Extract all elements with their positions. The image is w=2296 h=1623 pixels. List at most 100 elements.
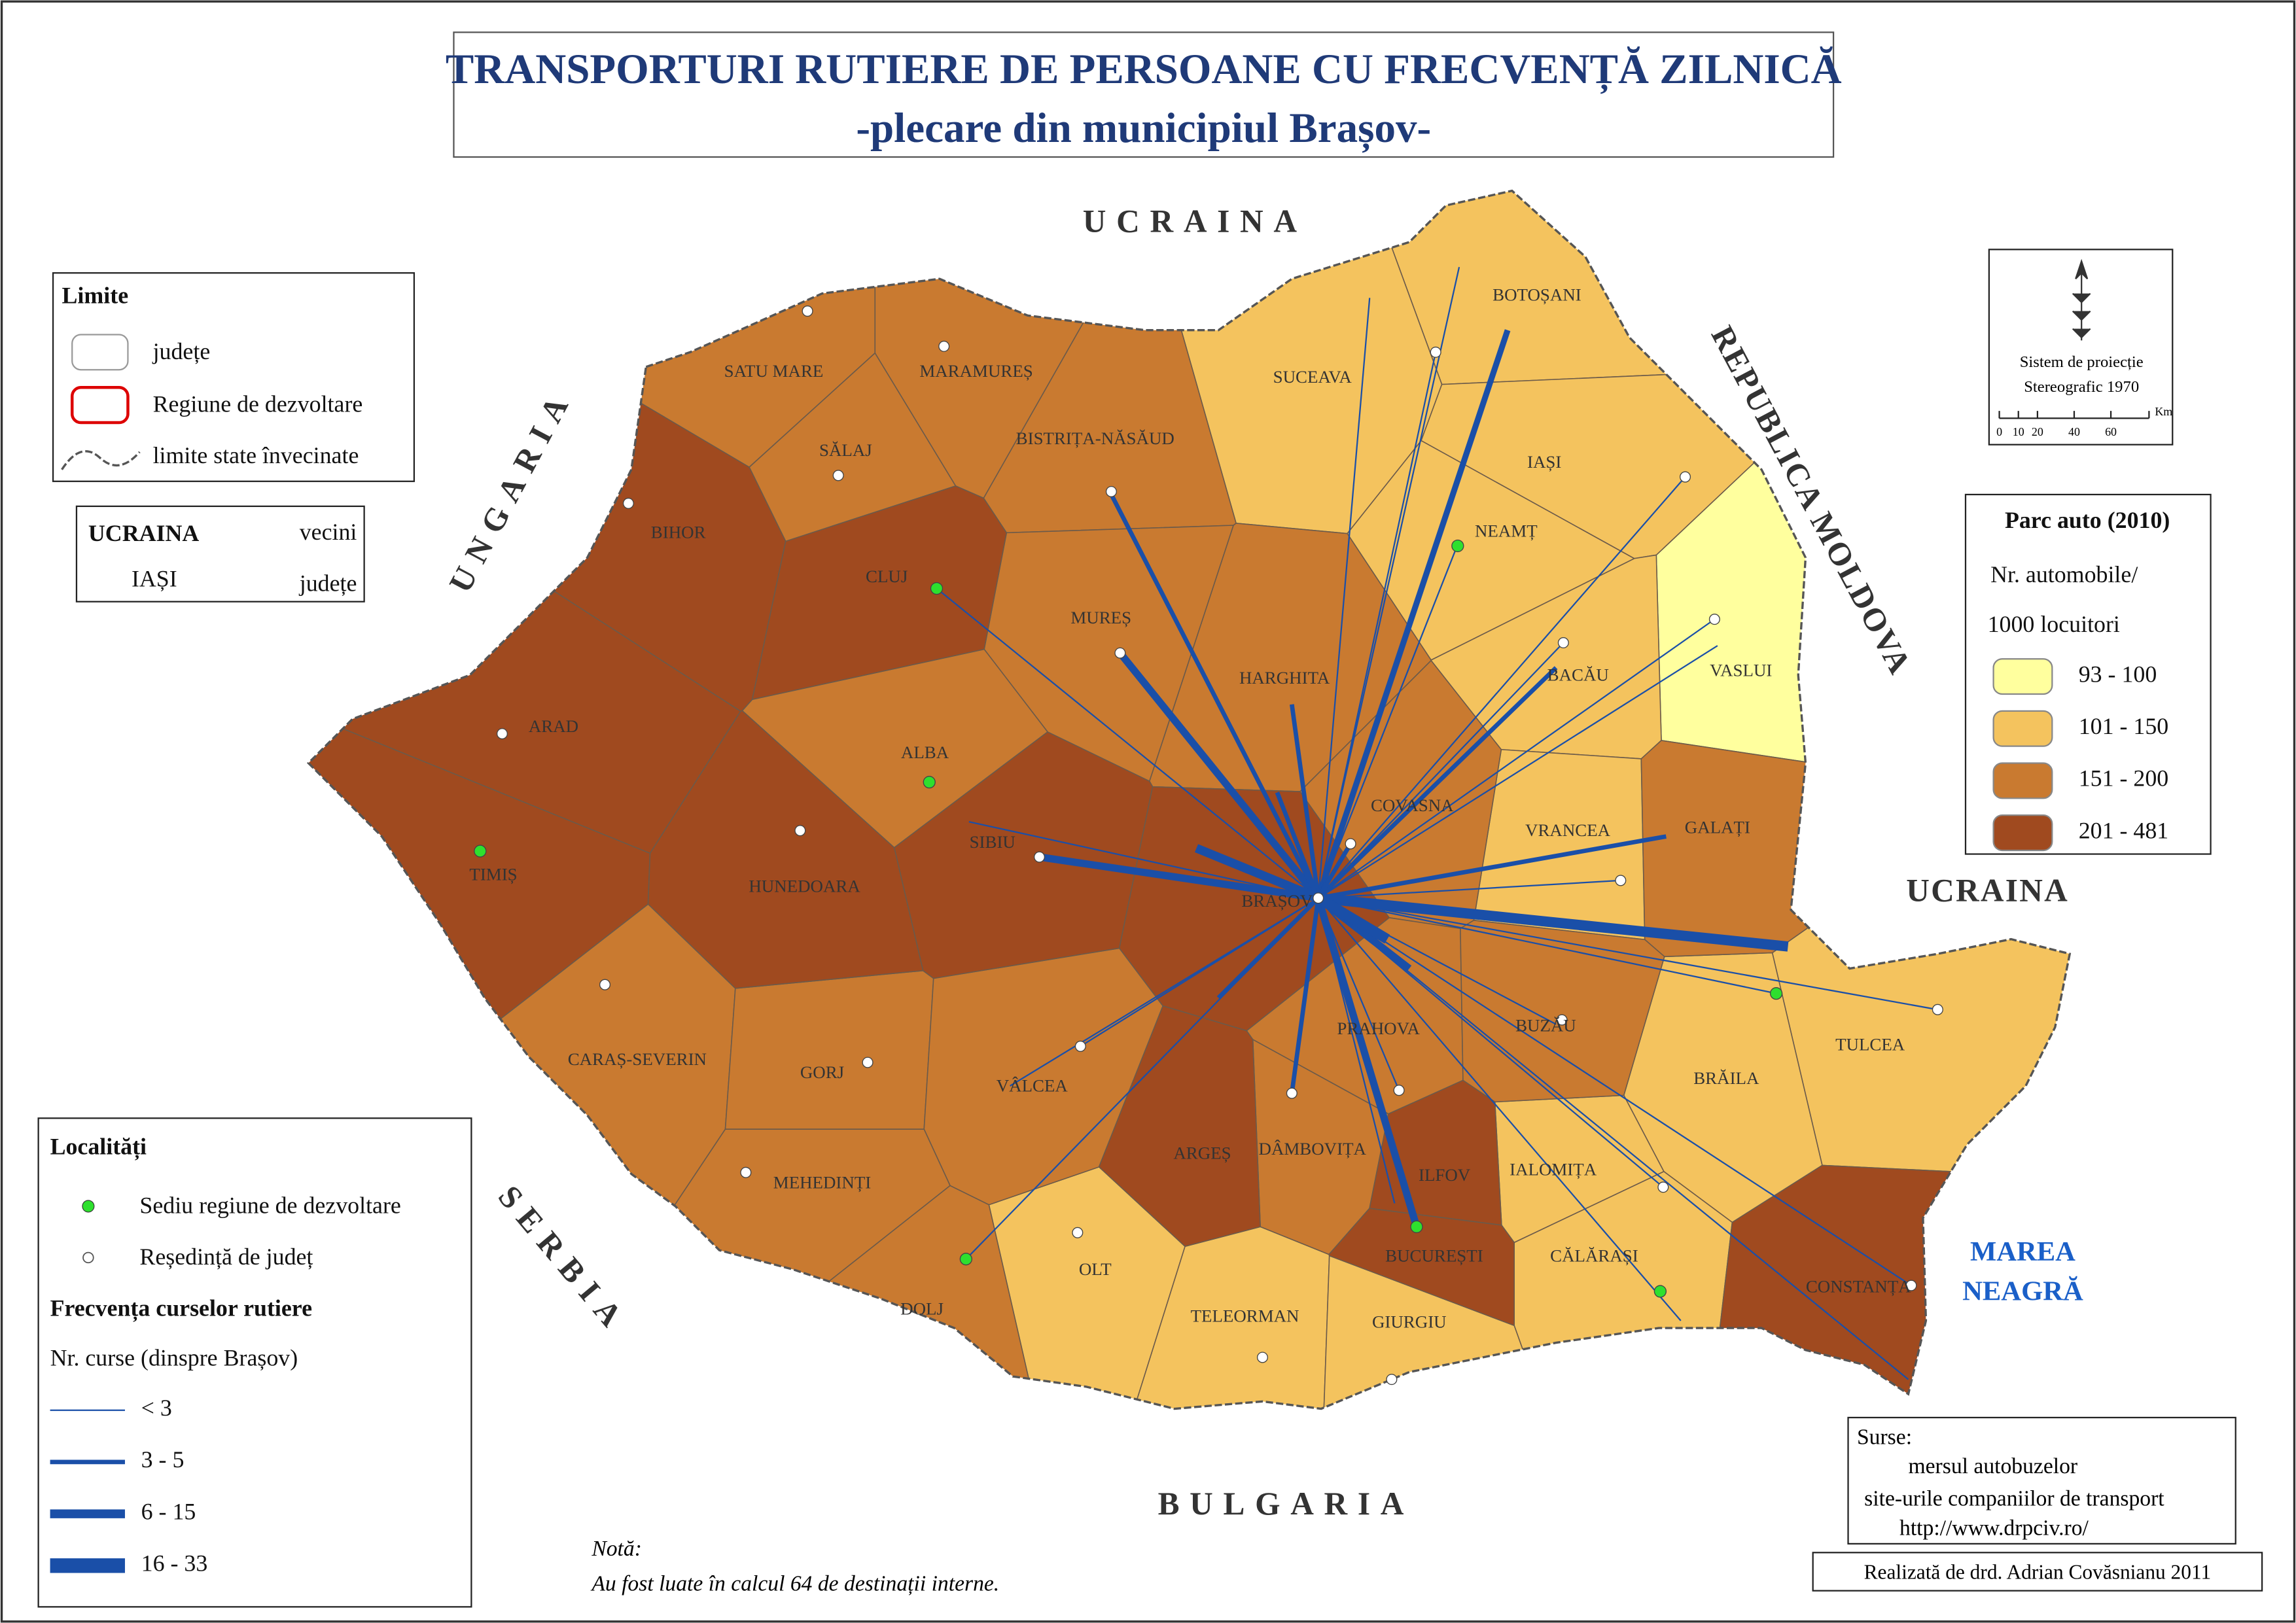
scale-label: 10 (2013, 425, 2024, 438)
regional-seat (1410, 1220, 1423, 1233)
route (1318, 879, 1621, 899)
legend-label: 93 - 100 (2079, 661, 2157, 687)
regional-seat (1769, 987, 1783, 1000)
county-label: DÂMBOVIȚA (1259, 1139, 1367, 1159)
legend-label: 6 - 15 (141, 1498, 196, 1524)
scale-bar (1998, 411, 2150, 419)
legend-label: 101 - 150 (2079, 713, 2169, 739)
county-seat (1072, 1227, 1084, 1238)
routes (936, 267, 1938, 1380)
projection-text: Sistem de proiecție (2020, 353, 2144, 371)
county-seat (1657, 1181, 1669, 1193)
county-seat (1430, 346, 1441, 358)
county-label: SĂLAJ (819, 440, 872, 460)
regional-seat (930, 582, 944, 595)
county-label: VRANCEA (1525, 820, 1611, 840)
county (1328, 1208, 1515, 1327)
route (1317, 544, 1458, 899)
legend-label: județe (152, 338, 211, 364)
county-label: NEAMȚ (1475, 521, 1538, 540)
legend-title: Localități (50, 1134, 147, 1161)
county-label: BIHOR (651, 523, 706, 542)
county (1098, 1005, 1261, 1248)
route (1318, 897, 1776, 994)
route (1290, 704, 1321, 899)
regional-seat (923, 775, 936, 789)
county-label: GIURGIU (1372, 1312, 1447, 1332)
county-label: SATU MARE (724, 361, 824, 381)
scale-label: 0 (1996, 425, 2002, 438)
county-label: COVASNA (1371, 795, 1454, 815)
county-label: PRAHOVA (1337, 1019, 1420, 1038)
county-label: DOLJ (900, 1299, 944, 1318)
route (1317, 267, 1460, 899)
legend-swatch (1992, 658, 2053, 695)
route (1317, 298, 1371, 898)
sources-text: http://www.drpciv.ro/ (1899, 1516, 2089, 1540)
county-seat (1557, 637, 1569, 649)
county-seat (496, 728, 508, 740)
note: Au fost luate în calcul 64 de destinații… (590, 1572, 999, 1596)
county-label: TELEORMAN (1191, 1306, 1299, 1326)
county-seat (740, 1166, 752, 1178)
route (1315, 897, 1421, 1228)
county-label: TIMIȘ (469, 864, 517, 884)
legend-swatch (70, 385, 130, 425)
legend-label: IAȘI (132, 566, 177, 592)
county-label: ARGEȘ (1173, 1143, 1231, 1163)
county-seat (938, 340, 950, 352)
county-seat (1114, 647, 1126, 659)
north-arrow (2072, 258, 2091, 341)
county (724, 969, 934, 1130)
legend-title: Parc auto (2010) (2005, 507, 2170, 533)
legend-label: 16 - 33 (141, 1550, 208, 1577)
route (1194, 844, 1320, 903)
county-label: BUZĂU (1515, 1015, 1576, 1035)
county-label: BRĂILA (1693, 1068, 1759, 1088)
route (965, 898, 1319, 1260)
county-seat (1615, 875, 1627, 886)
route (1038, 853, 1319, 902)
county (751, 485, 1008, 701)
route (1317, 352, 1437, 899)
county-seat (832, 470, 844, 481)
scale-label: Km (2155, 405, 2172, 418)
county-label: CĂLĂRAȘI (1550, 1246, 1638, 1266)
county-label: OLT (1079, 1259, 1112, 1279)
legend-label: Regiune de dezvoltare (153, 391, 363, 417)
legend-swatch (1992, 710, 2053, 747)
county-seat (1074, 1040, 1086, 1052)
legend-box (37, 1117, 472, 1608)
legend-label: 3 - 5 (141, 1446, 185, 1473)
county-seat (1033, 851, 1046, 863)
county-label: ARAD (529, 716, 578, 736)
county-seat (1393, 1085, 1405, 1096)
sources-text: site-urile companiilor de transport (1864, 1487, 2164, 1511)
county-seat (1256, 1352, 1268, 1363)
county-seat (1905, 1280, 1917, 1291)
towns (474, 305, 1943, 1386)
county-label: SUCEAVA (1273, 367, 1352, 387)
route (1318, 834, 1667, 901)
legend-title: Frecvența curselor rutiere (50, 1295, 312, 1321)
legend-swatch (1992, 814, 2053, 852)
legend-dot (82, 1200, 95, 1213)
legend-subtitle: Nr. curse (dinspre Brașov) (50, 1345, 298, 1371)
route (1315, 894, 1390, 944)
route (1010, 897, 1319, 1087)
route (968, 821, 1318, 899)
route (1318, 897, 1909, 1380)
legend-label: UCRAINA (88, 520, 200, 546)
county-label: TULCEA (1835, 1035, 1905, 1055)
regional-seat (474, 845, 487, 858)
county-label: CONSTANȚA (1806, 1277, 1911, 1297)
route (1317, 898, 1400, 1091)
route (1316, 843, 1352, 899)
legend-label: județe (298, 570, 357, 596)
county-label: GALAȚI (1685, 818, 1750, 837)
legend-title: Limite (62, 283, 129, 309)
county-label: HARGHITA (1239, 668, 1330, 688)
regional-seat (1451, 539, 1464, 553)
route (936, 587, 1319, 899)
route (1316, 666, 1558, 900)
